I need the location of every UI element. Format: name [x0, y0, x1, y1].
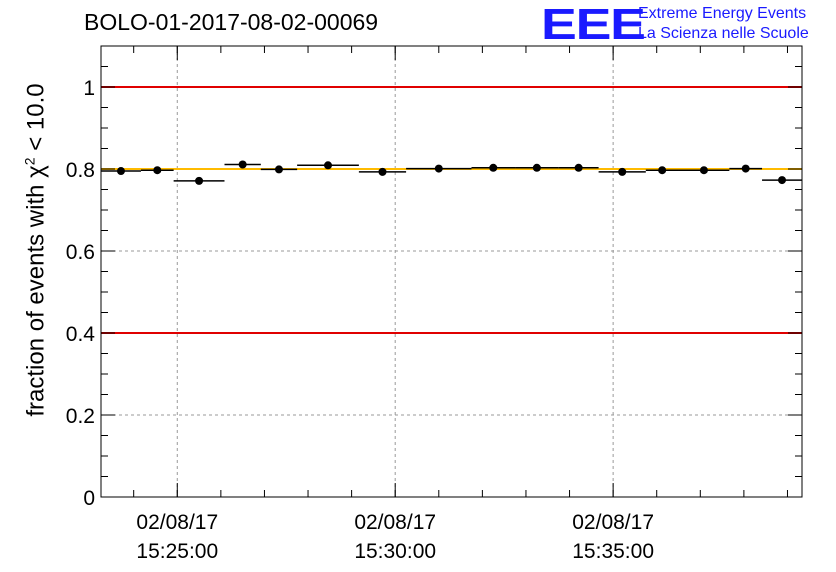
data-point-marker [532, 163, 541, 172]
data-point-marker [489, 163, 498, 172]
grid-lines [101, 46, 802, 497]
data-point [729, 164, 763, 173]
axes: 0 0.2 0.4 0.6 0.8 1 02/08/17 15:25:00 02/08/17 15… [66, 45, 802, 563]
data-point [558, 163, 599, 172]
data-point [224, 160, 261, 169]
x-tick-date-label: 02/08/17 [354, 511, 436, 534]
x-tick-time-label: 15:30:00 [354, 540, 436, 563]
x-tick-date-label: 02/08/17 [136, 511, 218, 534]
data-point-marker [699, 166, 708, 175]
data-point [297, 161, 359, 170]
reference-lines [101, 86, 802, 334]
data-point-marker [238, 160, 247, 169]
eee-logo: EEE Extreme Energy Events La Scienza nel… [541, 0, 831, 49]
data-point [101, 167, 141, 176]
y-axis-label: fraction of events with χ2 < 10.0 [22, 83, 51, 416]
data-point [645, 166, 679, 175]
data-point-marker [378, 167, 387, 176]
logo-mark: EEE [541, 0, 646, 49]
y-tick-label: 0.4 [66, 323, 96, 346]
data-point [260, 165, 298, 174]
y-tick-label: 0.2 [66, 405, 95, 428]
data-point-marker [741, 164, 750, 173]
data-points [101, 160, 802, 185]
y-label-suffix: < 10.0 [22, 83, 50, 158]
data-point-marker [574, 163, 583, 172]
logo-line-2: La Scienza nelle Scuole [638, 25, 809, 42]
data-point-marker [116, 167, 125, 176]
y-tick-label: 0 [83, 487, 95, 510]
y-tick-label: 0.6 [66, 241, 95, 264]
data-point-marker [195, 176, 204, 185]
data-point [598, 167, 646, 176]
data-point-marker [153, 166, 162, 175]
data-point [358, 167, 407, 176]
data-point [140, 166, 174, 175]
data-point [173, 176, 225, 185]
y-label-prefix: fraction of events with [22, 184, 50, 417]
data-point [762, 176, 802, 185]
data-point [678, 166, 730, 175]
data-point-marker [778, 176, 787, 185]
data-point [515, 163, 559, 172]
logo-line-1: Extreme Energy Events [638, 5, 807, 22]
y-tick-label: 0.8 [66, 159, 95, 182]
y-label-symbol: χ [22, 165, 50, 178]
x-tick-time-label: 15:25:00 [136, 540, 218, 563]
data-point-marker [618, 167, 627, 176]
y-label-superscript: 2 [21, 157, 38, 166]
y-tick-label: 1 [83, 77, 95, 100]
x-tick-time-label: 15:35:00 [572, 540, 654, 563]
data-point-marker [324, 161, 333, 170]
data-point-marker [658, 166, 667, 175]
x-tick-date-label: 02/08/17 [572, 511, 654, 534]
data-point-marker [274, 165, 283, 174]
chart-title: BOLO-01-2017-08-02-00069 [84, 9, 379, 35]
data-point [471, 163, 516, 172]
plot-frame [100, 45, 803, 498]
data-point [406, 164, 472, 173]
data-point-marker [434, 164, 443, 173]
